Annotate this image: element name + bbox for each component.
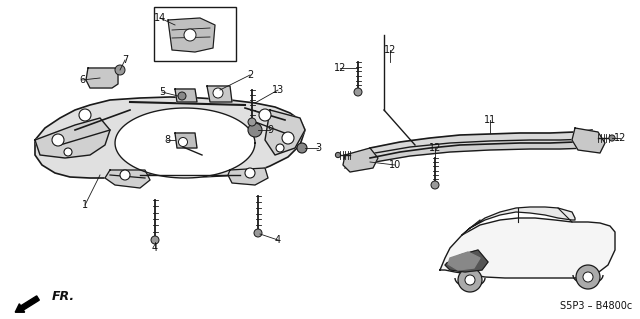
Text: 12: 12 [614, 133, 626, 143]
Circle shape [245, 168, 255, 178]
Polygon shape [345, 138, 600, 168]
Text: 4: 4 [275, 235, 281, 245]
Text: 12: 12 [429, 143, 441, 153]
Text: 8: 8 [164, 135, 170, 145]
Circle shape [151, 236, 159, 244]
Polygon shape [168, 18, 215, 52]
Polygon shape [445, 250, 488, 272]
Circle shape [276, 144, 284, 152]
Circle shape [609, 135, 615, 141]
FancyBboxPatch shape [154, 7, 236, 61]
Polygon shape [115, 108, 255, 178]
Circle shape [248, 123, 262, 137]
Text: 4: 4 [152, 243, 158, 253]
Text: 13: 13 [272, 85, 284, 95]
Polygon shape [35, 118, 110, 158]
Text: 2: 2 [247, 70, 253, 80]
Polygon shape [462, 207, 575, 235]
Circle shape [52, 134, 64, 146]
Circle shape [179, 137, 188, 146]
Circle shape [297, 143, 307, 153]
Polygon shape [105, 170, 150, 188]
Text: 11: 11 [484, 115, 496, 125]
Circle shape [248, 118, 256, 126]
Circle shape [213, 88, 223, 98]
Circle shape [64, 148, 72, 156]
Text: 6: 6 [79, 75, 85, 85]
Circle shape [354, 88, 362, 96]
Circle shape [178, 92, 186, 100]
Circle shape [120, 170, 130, 180]
Circle shape [431, 181, 439, 189]
Circle shape [335, 152, 340, 158]
Polygon shape [265, 110, 305, 155]
Text: 5: 5 [159, 87, 165, 97]
Text: 12: 12 [384, 45, 396, 55]
Text: 3: 3 [315, 143, 321, 153]
Polygon shape [175, 133, 197, 148]
Polygon shape [228, 168, 268, 185]
Circle shape [576, 265, 600, 289]
Text: 14: 14 [154, 13, 166, 23]
Polygon shape [175, 89, 197, 102]
Circle shape [282, 132, 294, 144]
Text: FR.: FR. [52, 290, 75, 302]
Circle shape [458, 268, 482, 292]
Circle shape [184, 29, 196, 41]
Polygon shape [343, 148, 378, 172]
Circle shape [79, 109, 91, 121]
Text: 10: 10 [389, 160, 401, 170]
Circle shape [583, 272, 593, 282]
Polygon shape [35, 97, 305, 178]
Text: S5P3 – B4800c: S5P3 – B4800c [560, 301, 632, 311]
Polygon shape [448, 252, 480, 270]
Circle shape [254, 229, 262, 237]
Circle shape [465, 275, 475, 285]
Circle shape [115, 65, 125, 75]
Text: 7: 7 [122, 55, 128, 65]
Circle shape [259, 109, 271, 121]
Polygon shape [207, 86, 232, 102]
Text: 1: 1 [82, 200, 88, 210]
Text: 12: 12 [334, 63, 346, 73]
Text: 9: 9 [267, 125, 273, 135]
FancyArrow shape [15, 296, 39, 312]
Polygon shape [440, 218, 615, 278]
Polygon shape [370, 130, 592, 158]
Polygon shape [572, 128, 605, 153]
Polygon shape [86, 68, 118, 88]
